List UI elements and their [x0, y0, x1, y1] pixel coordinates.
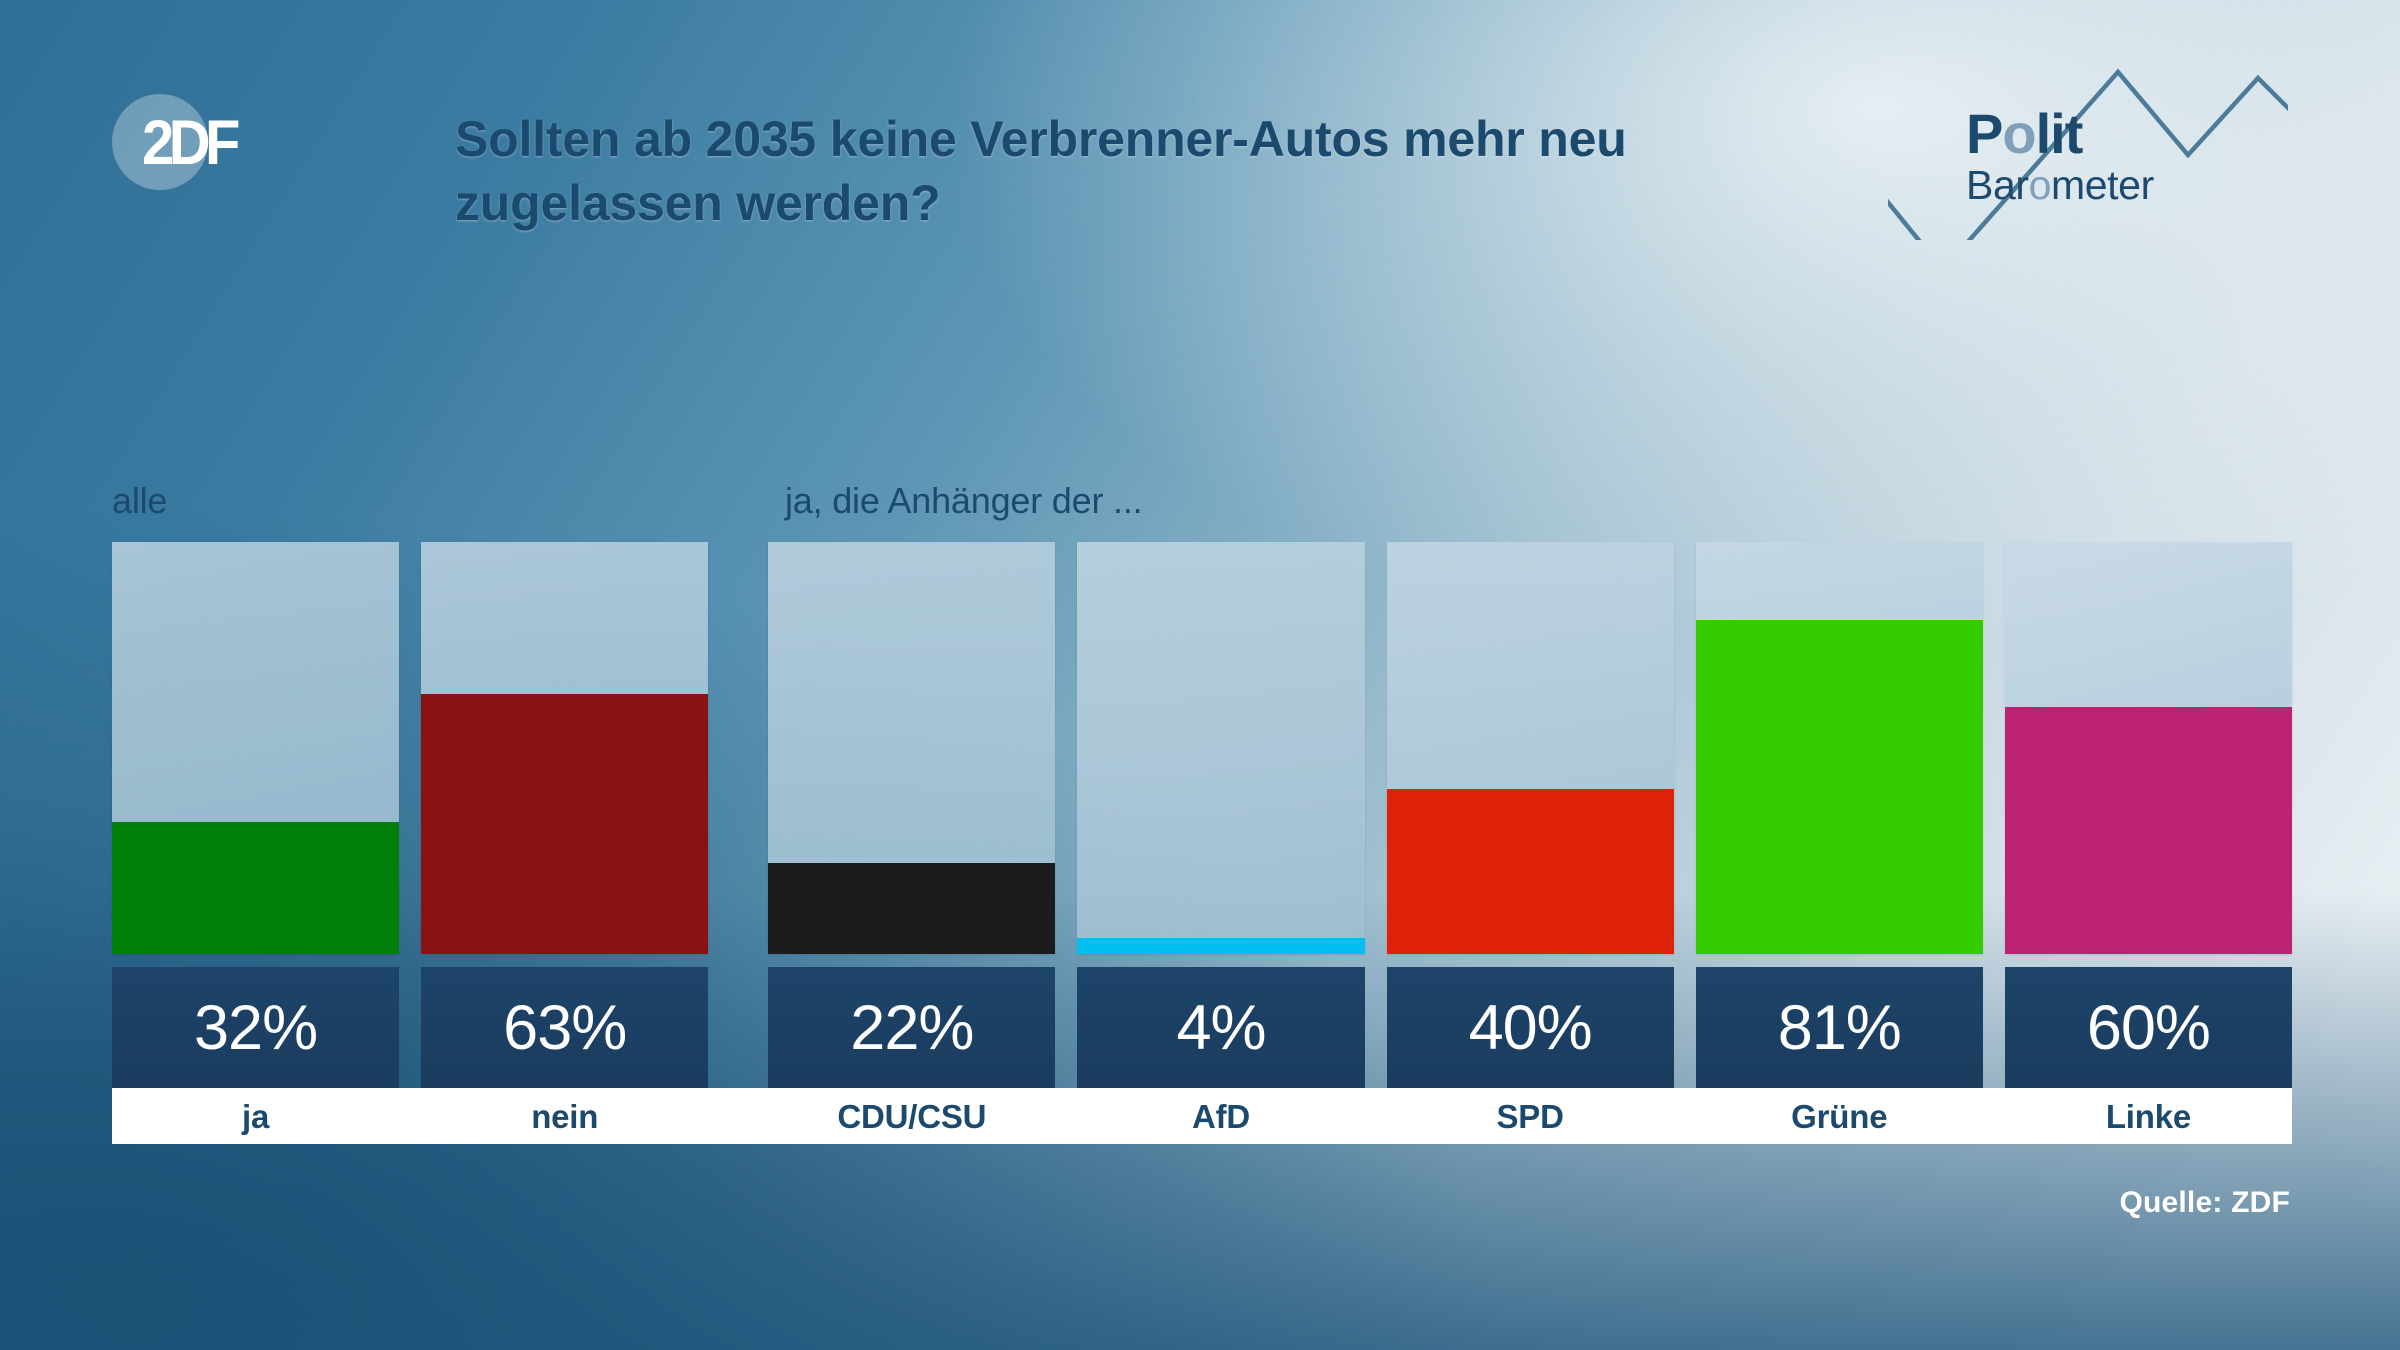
axis-category-label: SPD [1496, 1098, 1564, 1135]
bar-value-box: 4% [1077, 967, 1365, 1089]
bar-fill [2004, 706, 2292, 954]
bar-value-box: 81% [1695, 967, 1983, 1089]
politbarometer-wordmark: Polit Barometer [1966, 106, 2154, 206]
page-title: Sollten ab 2035 keine Verbrenner-Autos m… [455, 111, 1627, 231]
source-note: Quelle: ZDF [2119, 1186, 2290, 1219]
bar-value-label: 4% [1176, 992, 1266, 1063]
axis-category-label: ja [242, 1098, 270, 1135]
bar-value-label: 22% [850, 992, 974, 1063]
bar-value-box: 63% [421, 967, 709, 1089]
bar-column: 63% [421, 542, 709, 1098]
bar-value-label: 63% [503, 992, 627, 1063]
axis-category-label: nein [531, 1098, 599, 1135]
axis-category-label: CDU/CSU [837, 1098, 987, 1135]
bar-fill [1077, 937, 1365, 954]
politbarometer-logo: Polit Barometer [1888, 60, 2288, 240]
axis-label-strip: ja nein CDU/CSU AfD SPD Grüne Linke [112, 1088, 2292, 1144]
bar-track [2004, 542, 2292, 954]
group-caption-anhaenger: ja, die Anhänger der ... [785, 480, 1143, 521]
axis-category-label: Grüne [1791, 1098, 1888, 1135]
bar-track [1695, 542, 1983, 954]
bar-value-label: 40% [1468, 992, 1593, 1063]
zdf-wordmark: 2DF [142, 108, 240, 178]
bar-column: 81% [1695, 542, 1983, 1098]
bar-column: 32% [112, 542, 400, 1098]
bar-track [1386, 542, 1674, 954]
bar-value-label: 81% [1777, 992, 1902, 1063]
bar-fill [1695, 620, 1983, 954]
politbarometer-line2: Barometer [1966, 162, 2154, 208]
zdf-logo: 2DF [112, 92, 252, 200]
bar-fill [421, 694, 709, 954]
bar-fill [1386, 789, 1674, 954]
bar-value-label: 60% [2086, 992, 2211, 1063]
axis-category-label: AfD [1191, 1098, 1251, 1135]
bar-column: 4% [1077, 542, 1365, 1098]
bar-track [112, 542, 400, 954]
group-caption-alle: alle [112, 480, 168, 521]
bar-track [421, 542, 709, 954]
bar-fill [768, 863, 1056, 954]
bar-chart: 32% 63% 22% 4% 40% 81% 60% [112, 542, 2292, 1098]
bar-value-box: 40% [1386, 967, 1674, 1089]
bar-value-box: 60% [2004, 967, 2292, 1089]
bar-column: 40% [1386, 542, 1674, 1098]
bar-value-label: 32% [194, 992, 318, 1063]
bar-column: 60% [2004, 542, 2292, 1098]
bar-track [768, 542, 1056, 954]
axis-category-label: Linke [2105, 1098, 2192, 1135]
bar-value-box: 32% [112, 967, 400, 1089]
politbarometer-line1: Polit [1966, 102, 2083, 165]
zigzag-line-icon [1888, 68, 2288, 240]
bar-fill [112, 822, 400, 954]
bar-value-box: 22% [768, 967, 1056, 1089]
bar-track [1077, 542, 1365, 954]
bar-column: 22% [768, 542, 1056, 1098]
zdf-circle-icon [112, 94, 208, 190]
